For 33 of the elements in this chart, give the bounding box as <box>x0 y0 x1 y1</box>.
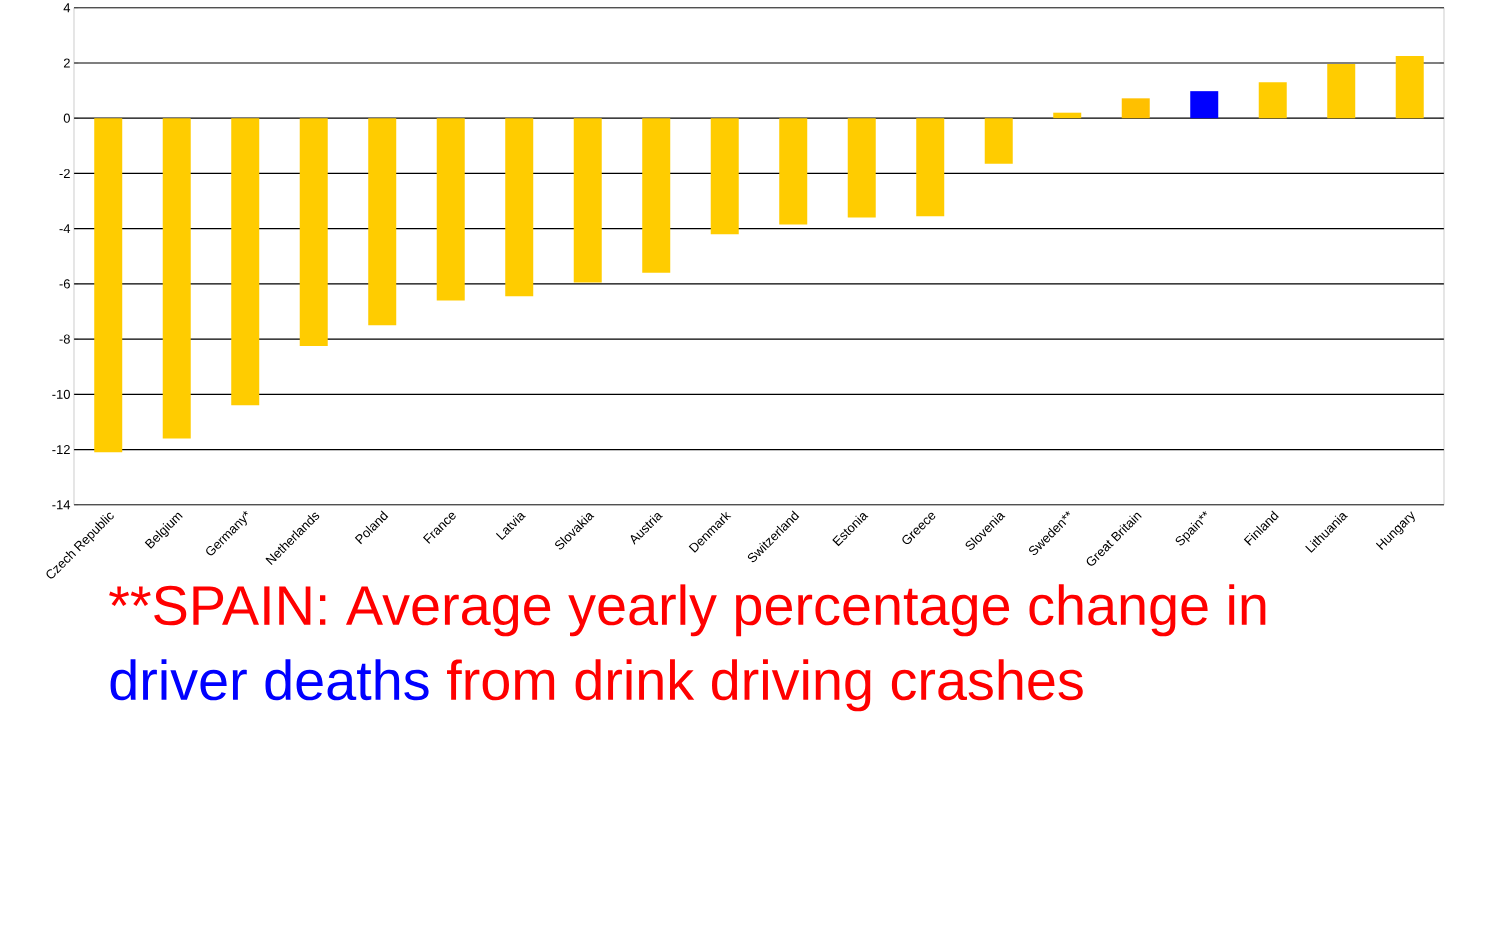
bar <box>162 118 191 439</box>
y-tick-label: -4 <box>59 224 71 234</box>
bar <box>916 118 945 217</box>
bar <box>368 118 397 326</box>
y-tick-label: -2 <box>59 169 70 179</box>
bar <box>642 118 671 273</box>
y-tick-label: 0 <box>63 113 70 123</box>
y-tick-label: -8 <box>59 334 70 344</box>
y-tick-label: 2 <box>63 58 70 68</box>
y-tick-label: -6 <box>59 279 70 289</box>
y-tick-label: 4 <box>63 3 71 13</box>
bar <box>231 118 260 406</box>
bar <box>1121 98 1150 119</box>
y-tick-label: -12 <box>52 445 70 455</box>
text: **SPAIN: Average yearly percentage change in <box>109 584 1266 637</box>
bar <box>779 118 808 225</box>
bar <box>1258 82 1287 119</box>
bar <box>505 118 534 297</box>
bar <box>436 118 465 301</box>
bar <box>1190 91 1219 119</box>
bar <box>299 118 328 347</box>
bar <box>984 118 1013 164</box>
bar <box>573 118 602 283</box>
bar <box>710 118 739 235</box>
bar <box>1395 56 1424 119</box>
text: from drink driving crashes <box>447 659 1083 712</box>
bar <box>94 118 123 453</box>
bar <box>1053 112 1082 119</box>
bar <box>847 118 876 218</box>
y-tick-label: -14 <box>52 500 71 510</box>
text: driver deaths <box>110 659 429 701</box>
bar <box>1327 64 1356 119</box>
y-tick-label: -10 <box>52 389 70 399</box>
